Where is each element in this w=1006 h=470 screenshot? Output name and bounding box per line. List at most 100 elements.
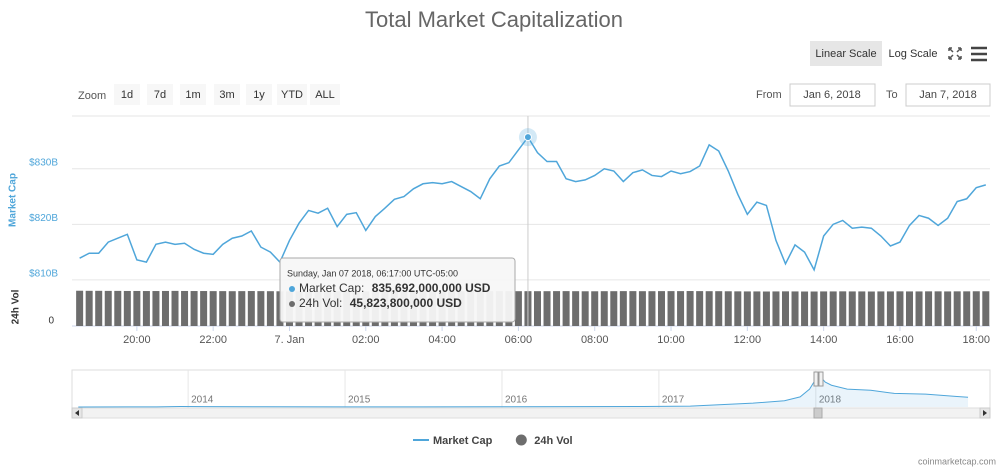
log-scale-button[interactable]: Log Scale [889, 48, 938, 60]
volume-bar [944, 291, 952, 326]
log-scale-button-bg[interactable] [884, 41, 942, 66]
tooltip-box [279, 257, 516, 323]
volume-bar [705, 291, 713, 326]
credits: coinmarketcap.com [918, 456, 996, 466]
volume-bar [581, 291, 589, 326]
volume-bar [734, 291, 742, 326]
volume-bar [963, 291, 971, 326]
navigator-tick-label: 2018 [819, 395, 842, 406]
volume-bar [648, 291, 656, 326]
scrollbar-thumb[interactable] [813, 407, 823, 419]
volume-bar [553, 291, 561, 326]
navigator-tick-label: 2017 [662, 395, 685, 406]
tooltip-value: 45,823,800,000 USD [350, 296, 462, 310]
market-cap-line [79, 135, 987, 272]
volume-bar [772, 291, 780, 326]
volume-bar [142, 291, 150, 326]
volume-bar [791, 291, 799, 326]
zoom-button-bg[interactable] [310, 84, 340, 105]
zoom-button[interactable]: YTD [281, 89, 303, 101]
volume-bar [934, 291, 942, 326]
y-tick-label: $830B [29, 157, 58, 168]
x-tick-label: 06:00 [505, 334, 533, 346]
volume-bar [266, 291, 274, 326]
volume-bar [238, 291, 246, 326]
volume-bar [591, 291, 599, 326]
volume-bar [247, 291, 255, 326]
volume-bar [85, 290, 93, 326]
navigator-handle-left[interactable] [813, 371, 819, 387]
linear-scale-button-bg[interactable] [810, 41, 882, 66]
tooltip-bullet [289, 286, 295, 292]
x-tick-label: 08:00 [581, 334, 609, 346]
zoom-button[interactable]: 1m [185, 89, 200, 101]
zoom-button[interactable]: 7d [154, 89, 166, 101]
zoom-button-bg[interactable] [214, 84, 240, 105]
tooltip-header: Sunday, Jan 07 2018, 06:17:00 UTC-05:00 [287, 268, 458, 278]
zoom-button-bg[interactable] [246, 84, 272, 105]
volume-bar [715, 291, 723, 326]
tooltip-label: 24h Vol: [299, 296, 346, 310]
volume-bar [171, 290, 179, 326]
x-tick-label: 12:00 [734, 334, 762, 346]
y2-tick-label: 0 [48, 316, 54, 327]
volume-bar [152, 291, 160, 326]
volume-bar [896, 291, 904, 326]
volume-bar [839, 291, 847, 326]
zoom-label: Zoom [78, 90, 106, 102]
volume-bar [95, 290, 103, 326]
fullscreen-icon[interactable] [948, 47, 962, 60]
x-tick-label: 7. Jan [274, 334, 304, 346]
menu-icon[interactable] [971, 46, 987, 62]
volume-bar [104, 290, 112, 326]
zoom-button-bg[interactable] [114, 84, 140, 105]
legend-label[interactable]: Market Cap [433, 435, 493, 447]
volume-bar [915, 291, 923, 326]
zoom-button[interactable]: 1y [253, 89, 265, 101]
volume-bar [886, 291, 894, 326]
volume-bar [820, 291, 828, 326]
tooltip-row: Market Cap: 835,692,000,000 USD [299, 281, 491, 295]
zoom-button[interactable]: 3m [219, 89, 234, 101]
tooltip-label: Market Cap: [299, 281, 368, 295]
volume-bar [619, 291, 627, 326]
volume-bar [219, 291, 227, 326]
y-axis-title: Market Cap [8, 173, 19, 227]
tooltip-value: 835,692,000,000 USD [372, 281, 491, 295]
volume-bar [209, 291, 217, 326]
volume-bar [762, 291, 770, 326]
legend-label[interactable]: 24h Vol [534, 435, 572, 447]
volume-bar [743, 291, 751, 326]
from-input[interactable] [789, 83, 876, 107]
zoom-button[interactable]: 1d [121, 89, 133, 101]
zoom-button-bg[interactable] [180, 84, 206, 105]
volume-bar [123, 290, 131, 326]
volume-bar [657, 291, 665, 326]
navigator-line [78, 374, 969, 408]
zoom-button-bg[interactable] [147, 84, 173, 105]
legend-symbol[interactable] [515, 434, 527, 446]
navigator-handle-right[interactable] [818, 371, 824, 387]
tooltip-bullet [289, 301, 295, 307]
zoom-button[interactable]: ALL [315, 89, 335, 101]
zoom-button-bg[interactable] [277, 84, 307, 105]
volume-bar [667, 291, 675, 326]
from-value[interactable]: Jan 6, 2018 [803, 89, 861, 101]
linear-scale-button[interactable]: Linear Scale [815, 48, 876, 60]
volume-bar [228, 291, 236, 326]
x-tick-label: 20:00 [123, 334, 151, 346]
x-tick-label: 18:00 [962, 334, 990, 346]
y2-axis-title: 24h Vol [11, 289, 22, 324]
to-value[interactable]: Jan 7, 2018 [919, 89, 977, 101]
scrollbar[interactable] [71, 407, 991, 419]
x-tick-label: 10:00 [657, 334, 685, 346]
volume-bar [543, 291, 551, 326]
to-input[interactable] [905, 83, 991, 107]
x-tick-label: 02:00 [352, 334, 380, 346]
volume-bar [562, 291, 570, 326]
volume-bar [638, 291, 646, 326]
hover-point [523, 133, 532, 142]
scroll-left-arrow [75, 410, 79, 416]
